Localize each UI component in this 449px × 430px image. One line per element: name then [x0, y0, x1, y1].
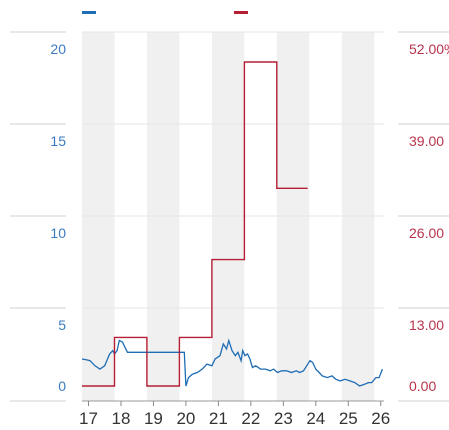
right-axis-tick-label: 39.00 [409, 133, 444, 149]
left-axis-tick-label: 20 [50, 41, 66, 57]
legend-swatch-red [234, 11, 248, 14]
left-axis-tick-label: 5 [58, 317, 66, 333]
x-axis-tick-label: 23 [274, 409, 293, 428]
left-axis-tick-label: 10 [50, 225, 66, 241]
x-axis-tick-label: 21 [209, 409, 228, 428]
x-axis-tick-label: 26 [371, 409, 390, 428]
x-axis-tick-label: 25 [339, 409, 358, 428]
series-line-blue [81, 338, 384, 387]
x-axis-tick-label: 18 [112, 409, 131, 428]
right-axis-tick-label: 0.00 [409, 378, 436, 394]
left-axis-tick-label: 0 [58, 378, 66, 394]
legend-swatch-blue [82, 11, 96, 14]
right-axis-tick-label: 13.00 [409, 317, 444, 333]
x-axis-tick-label: 19 [144, 409, 163, 428]
right-axis-tick-label: 52.00% [409, 41, 449, 57]
left-axis-tick-label: 15 [50, 133, 66, 149]
right-axis-tick-label: 26.00 [409, 225, 444, 241]
series-line-red [82, 61, 308, 387]
x-axis-tick-label: 24 [306, 409, 325, 428]
x-axis-tick-label: 17 [79, 409, 98, 428]
x-axis-tick-label: 20 [176, 409, 195, 428]
x-axis-tick-label: 22 [241, 409, 260, 428]
